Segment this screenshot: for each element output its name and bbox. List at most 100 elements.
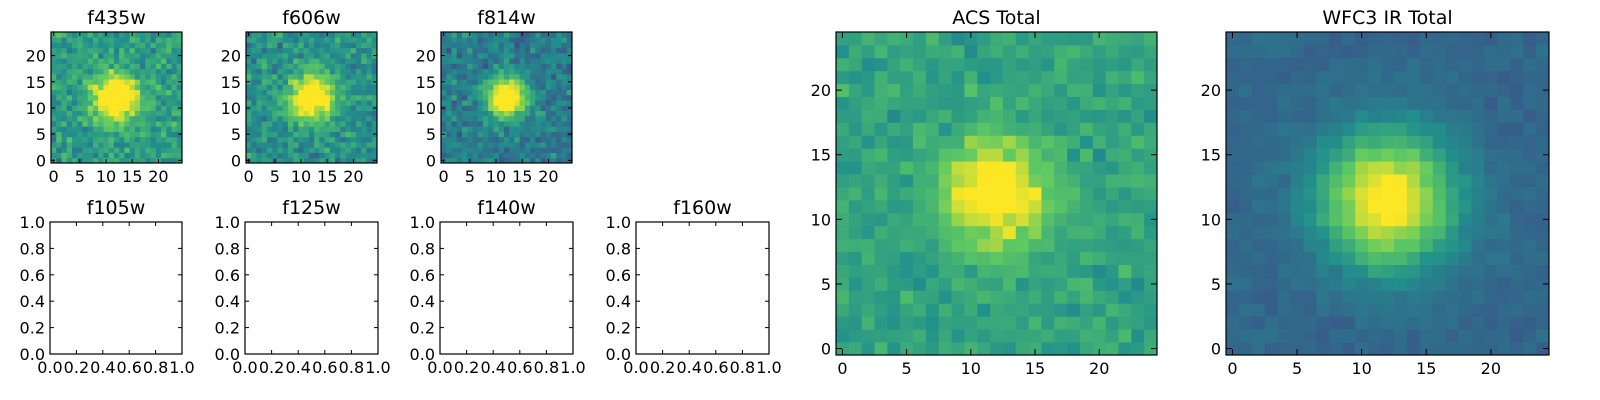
heatmap-cell bbox=[913, 122, 927, 136]
heatmap-cell bbox=[150, 42, 157, 49]
y-tick-label: 15 bbox=[221, 73, 241, 92]
x-tick-label: 5 bbox=[1292, 359, 1302, 378]
heatmap-cell bbox=[540, 115, 547, 122]
heatmap-cell bbox=[1041, 161, 1055, 175]
heatmap-cell bbox=[836, 251, 850, 265]
heatmap-cell bbox=[293, 94, 299, 101]
heatmap-cell bbox=[530, 136, 536, 143]
heatmap-cell bbox=[155, 142, 162, 148]
heatmap-cell bbox=[303, 110, 310, 117]
heatmap-cell bbox=[1290, 70, 1304, 85]
heatmap-cell bbox=[836, 32, 850, 46]
heatmap-cell bbox=[887, 70, 901, 85]
heatmap-cell bbox=[535, 110, 541, 117]
heatmap-cell bbox=[1523, 174, 1537, 188]
heatmap-cell bbox=[356, 121, 362, 127]
heatmap-cell bbox=[1118, 187, 1132, 201]
heatmap-cell bbox=[161, 136, 167, 143]
heatmap-cell bbox=[350, 100, 357, 106]
heatmap-cell bbox=[119, 136, 125, 143]
heatmap-cell bbox=[340, 126, 346, 132]
heatmap-cell bbox=[1092, 187, 1107, 201]
heatmap-cell bbox=[1251, 44, 1266, 59]
heatmap-cell bbox=[503, 42, 510, 49]
heatmap-cell bbox=[77, 63, 83, 70]
heatmap-cell bbox=[1510, 238, 1524, 253]
heatmap-cell bbox=[350, 63, 357, 70]
heatmap-cell bbox=[98, 115, 104, 122]
heatmap-cell bbox=[477, 42, 484, 49]
heatmap-cell bbox=[861, 212, 875, 227]
heatmap-cell bbox=[1510, 135, 1524, 149]
heatmap-cell bbox=[566, 152, 573, 159]
heatmap-cell bbox=[92, 131, 99, 138]
heatmap-cell bbox=[1329, 251, 1343, 265]
heatmap-cell bbox=[1264, 122, 1279, 136]
heatmap-cell bbox=[441, 142, 447, 148]
heatmap-cell bbox=[1092, 96, 1107, 110]
x-tick-label: 0.4 bbox=[480, 358, 505, 377]
heatmap-cell bbox=[298, 115, 305, 122]
heatmap-cell bbox=[308, 52, 315, 59]
heatmap-cell bbox=[277, 152, 284, 159]
heatmap-cell bbox=[282, 142, 289, 148]
heatmap-cell bbox=[103, 79, 110, 85]
heatmap-cell bbox=[1484, 70, 1498, 85]
heatmap-cell bbox=[498, 152, 505, 159]
heatmap-cell bbox=[1458, 212, 1472, 227]
heatmap-cell bbox=[1329, 316, 1343, 330]
heatmap-cell bbox=[1092, 174, 1107, 188]
heatmap-cell bbox=[1303, 148, 1317, 162]
heatmap-cell bbox=[1079, 135, 1094, 149]
heatmap-cell bbox=[551, 68, 557, 75]
heatmap-cell bbox=[913, 212, 927, 227]
heatmap-cell bbox=[277, 100, 284, 106]
heatmap-cell bbox=[514, 136, 520, 143]
heatmap-cell bbox=[314, 110, 320, 117]
heatmap-cell bbox=[371, 152, 378, 159]
heatmap-cell bbox=[98, 136, 104, 143]
heatmap-cell bbox=[1329, 225, 1343, 240]
heatmap-cell bbox=[551, 152, 557, 159]
heatmap-cell bbox=[472, 157, 479, 164]
heatmap-cell bbox=[1536, 57, 1550, 72]
heatmap-cell bbox=[1536, 174, 1550, 188]
heatmap-cell bbox=[308, 79, 315, 85]
heatmap-cell bbox=[951, 187, 965, 201]
heatmap-cell bbox=[509, 121, 515, 127]
heatmap-cell bbox=[1290, 187, 1304, 201]
heatmap-cell bbox=[1264, 225, 1279, 240]
heatmap-cell bbox=[472, 79, 479, 85]
y-tick-label: 10 bbox=[26, 99, 46, 118]
heatmap-cell bbox=[98, 68, 104, 75]
heatmap-cell bbox=[1523, 187, 1537, 201]
heatmap-cell bbox=[293, 136, 299, 143]
heatmap-cell bbox=[155, 37, 162, 43]
heatmap-cell bbox=[1393, 264, 1408, 278]
heatmap-cell bbox=[335, 157, 341, 164]
heatmap-cell bbox=[509, 142, 515, 148]
y-tick-label: 0.8 bbox=[606, 239, 631, 258]
heatmap-cell bbox=[103, 105, 110, 111]
heatmap-cell bbox=[1329, 290, 1343, 304]
heatmap-cell bbox=[913, 148, 927, 162]
heatmap-cell bbox=[103, 147, 110, 153]
heatmap-cell bbox=[361, 115, 367, 122]
heatmap-cell bbox=[113, 84, 120, 91]
heatmap-cell bbox=[366, 32, 373, 38]
heatmap-cell bbox=[266, 100, 273, 106]
heatmap-cell bbox=[51, 37, 57, 43]
heatmap-cell bbox=[1536, 264, 1550, 278]
heatmap-cell bbox=[1118, 329, 1132, 343]
heatmap-cell bbox=[51, 47, 57, 54]
heatmap-cell bbox=[1264, 135, 1279, 149]
heatmap-cell bbox=[251, 126, 257, 132]
heatmap-cell bbox=[266, 110, 273, 117]
heatmap-cell bbox=[1458, 122, 1472, 136]
heatmap-cell bbox=[161, 68, 167, 75]
heatmap-cell bbox=[556, 110, 562, 117]
heatmap-cell bbox=[530, 115, 536, 122]
heatmap-cell bbox=[951, 161, 965, 175]
heatmap-cell bbox=[1131, 329, 1145, 343]
heatmap-cell bbox=[503, 121, 510, 127]
